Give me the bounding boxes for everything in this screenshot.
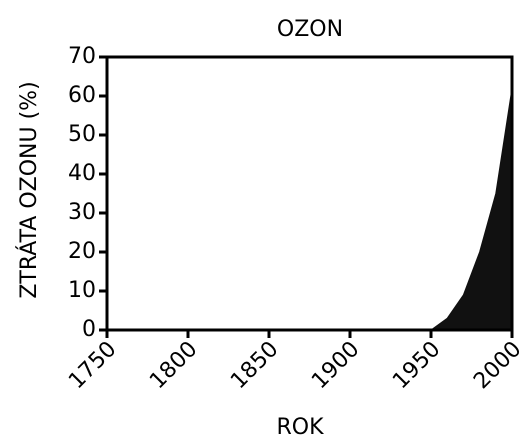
x-tick-label: 1800 bbox=[145, 337, 202, 394]
y-tick-label: 10 bbox=[68, 278, 96, 303]
x-tick-label: 2000 bbox=[469, 337, 519, 394]
y-tick-label: 30 bbox=[68, 200, 96, 225]
x-tick-label: 1900 bbox=[307, 337, 364, 394]
y-tick-label: 40 bbox=[68, 161, 96, 186]
x-tick-label: 1850 bbox=[226, 337, 283, 394]
x-tick-label: 1750 bbox=[64, 337, 121, 394]
area bbox=[107, 88, 513, 331]
y-tick-label: 20 bbox=[68, 239, 96, 264]
y-tick-label: 60 bbox=[68, 83, 96, 108]
y-tick-label: 50 bbox=[68, 122, 96, 147]
y-tick-label: 70 bbox=[68, 44, 96, 69]
plot-frame bbox=[105, 55, 514, 332]
y-tick-label: 0 bbox=[82, 317, 96, 342]
x-tick-label: 1950 bbox=[388, 337, 445, 394]
y-axis-label: ZTRÁTA OZONU (%) bbox=[16, 81, 42, 298]
x-axis-label: ROK bbox=[276, 415, 324, 440]
chart-title: OZON bbox=[277, 17, 343, 42]
